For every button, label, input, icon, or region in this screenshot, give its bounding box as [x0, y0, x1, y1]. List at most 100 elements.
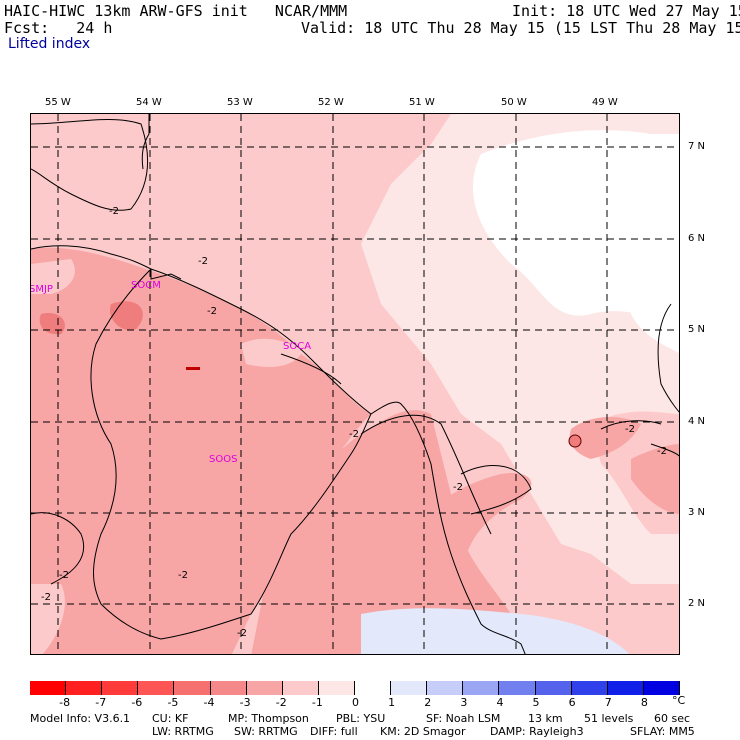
- colorbar-unit: °C: [672, 694, 686, 707]
- field-max-cell: [568, 434, 582, 448]
- colorbar-tick-label: 1: [388, 696, 396, 709]
- footer-sw: SW: RRTMG: [234, 725, 298, 738]
- field-neutral-region: [473, 130, 679, 317]
- lat-label-5n: 5 N: [688, 324, 706, 335]
- colorbar-tick-label: 3: [460, 696, 468, 709]
- colorbar-tick-label: 8: [640, 696, 648, 709]
- footer-pbl: PBL: YSU: [336, 712, 386, 725]
- footer-res: 13 km: [528, 712, 563, 725]
- coastline: [31, 114, 526, 654]
- field-max-cell-2: [186, 367, 200, 370]
- station-soca: SOCA: [283, 341, 312, 352]
- field-strong-lobe-1: [407, 473, 532, 584]
- contour-label: -2: [207, 306, 217, 317]
- contour-label: -2: [657, 446, 667, 457]
- contour-label: -2: [41, 592, 51, 603]
- field-pocket-4: [39, 313, 65, 335]
- footer-cu: CU: KF: [152, 712, 189, 725]
- valid-time: Valid: 18 UTC Thu 28 May 15 (15 LST Thu …: [301, 19, 740, 37]
- lon-label-51w: 51 W: [409, 97, 435, 108]
- model-info: Model Info: V3.6.1: [30, 712, 131, 725]
- footer-diff: DIFF: full: [310, 725, 358, 738]
- colorbar-swatch: [463, 681, 500, 695]
- colorbar: [30, 681, 680, 695]
- footer-damp: DAMP: Rayleigh3: [490, 725, 584, 738]
- lon-label-55w: 55 W: [45, 97, 71, 108]
- colorbar-swatch: [643, 681, 680, 695]
- lon-label-50w: 50 W: [501, 97, 527, 108]
- lon-label-52w: 52 W: [318, 97, 344, 108]
- colorbar-swatch: [607, 681, 644, 695]
- colorbar-swatch: [535, 681, 572, 695]
- lat-label-4n: 4 N: [688, 416, 706, 427]
- contours: [31, 119, 679, 585]
- field-stable-south: [361, 608, 629, 654]
- lat-lon-grid: [31, 114, 679, 654]
- colorbar-swatch: [355, 681, 392, 695]
- contour-label: -2: [198, 256, 208, 267]
- colorbar-swatch: [66, 681, 103, 695]
- colorbar-swatch: [174, 681, 211, 695]
- colorbar-tick-label: -8: [59, 696, 71, 709]
- colorbar-tick-label: 0: [352, 696, 359, 709]
- footer-mp: MP: Thompson: [228, 712, 309, 725]
- colorbar-swatch: [282, 681, 319, 695]
- colorbar-swatch: [499, 681, 536, 695]
- model-title: HAIC-HIWC 13km ARW-GFS init NCAR/MMM: [4, 2, 348, 20]
- contour-label: -2: [178, 570, 188, 581]
- colorbar-tick-label: 2: [424, 696, 432, 709]
- field-neutral-region-2: [631, 251, 679, 353]
- colorbar-tick-label: 7: [604, 696, 612, 709]
- lon-label-53w: 53 W: [227, 97, 253, 108]
- colorbar-swatch: [318, 681, 355, 695]
- station-soos: SOOS: [209, 454, 238, 465]
- field-pocket-3: [110, 301, 143, 330]
- station-smjp: SMJP: [30, 284, 53, 295]
- contour-labels: -2 -2 -2 -2 -2 -2 -2 -2 -2 -2 -2: [41, 206, 667, 639]
- colorbar-tick-label: -1: [311, 696, 323, 709]
- colorbar-tick-label: -6: [131, 696, 143, 709]
- contour-label: -2: [453, 482, 463, 493]
- colorbar-tick-label: 4: [496, 696, 504, 709]
- colorbar-swatch: [427, 681, 464, 695]
- colorbar-swatch: [210, 681, 247, 695]
- footer-sf: SF: Noah LSM: [426, 712, 501, 725]
- lat-label-6n: 6 N: [688, 233, 706, 244]
- contour-label: -2: [625, 424, 635, 435]
- colorbar-swatch: [30, 681, 67, 695]
- field-strong-lobe-3: [631, 444, 679, 514]
- footer-sflay: SFLAY: MM5: [630, 725, 695, 738]
- footer-km: KM: 2D Smagor: [380, 725, 466, 738]
- lat-label-2n: 2 N: [688, 598, 706, 609]
- lat-label-7n: 7 N: [688, 141, 706, 152]
- station-socm: SOCM: [131, 280, 161, 291]
- field-pocket-2: [241, 338, 301, 367]
- lifted-index-map: -2 -2 -2 -2 -2 -2 -2 -2 -2 -2 -2 SMJP SO…: [30, 113, 680, 655]
- colorbar-swatch: [102, 681, 139, 695]
- field-pocket-5: [31, 584, 65, 654]
- colorbar-swatch: [138, 681, 175, 695]
- lon-label-54w: 54 W: [136, 97, 162, 108]
- field-name: Lifted index: [8, 36, 91, 52]
- colorbar-swatch: [391, 681, 428, 695]
- colorbar-tick-label: -2: [275, 696, 287, 709]
- contour-label: -2: [109, 206, 119, 217]
- colorbar-tick-label: 6: [568, 696, 576, 709]
- contour-label: -2: [349, 429, 359, 440]
- field-strong-south: [251, 410, 511, 654]
- colorbar-tick-label: 5: [532, 696, 540, 709]
- colorbar-swatch: [246, 681, 283, 695]
- contour-label: -2: [237, 628, 247, 639]
- forecast-hour: Fcst: 24 h: [4, 19, 113, 37]
- footer-lw: LW: RRTMG: [152, 725, 214, 738]
- colorbar-tick-label: -3: [239, 696, 251, 709]
- colorbar-tick-label: -4: [203, 696, 215, 709]
- lon-label-49w: 49 W: [592, 97, 618, 108]
- contour-label: -2: [59, 570, 69, 581]
- colorbar-tick-label: -7: [95, 696, 107, 709]
- field-pocket-1: [31, 259, 75, 294]
- init-time: Init: 18 UTC Wed 27 May 15: [512, 2, 740, 20]
- colorbar-tick-label: -5: [167, 696, 179, 709]
- map-canvas: -2 -2 -2 -2 -2 -2 -2 -2 -2 -2 -2: [31, 114, 679, 654]
- colorbar-swatch: [571, 681, 608, 695]
